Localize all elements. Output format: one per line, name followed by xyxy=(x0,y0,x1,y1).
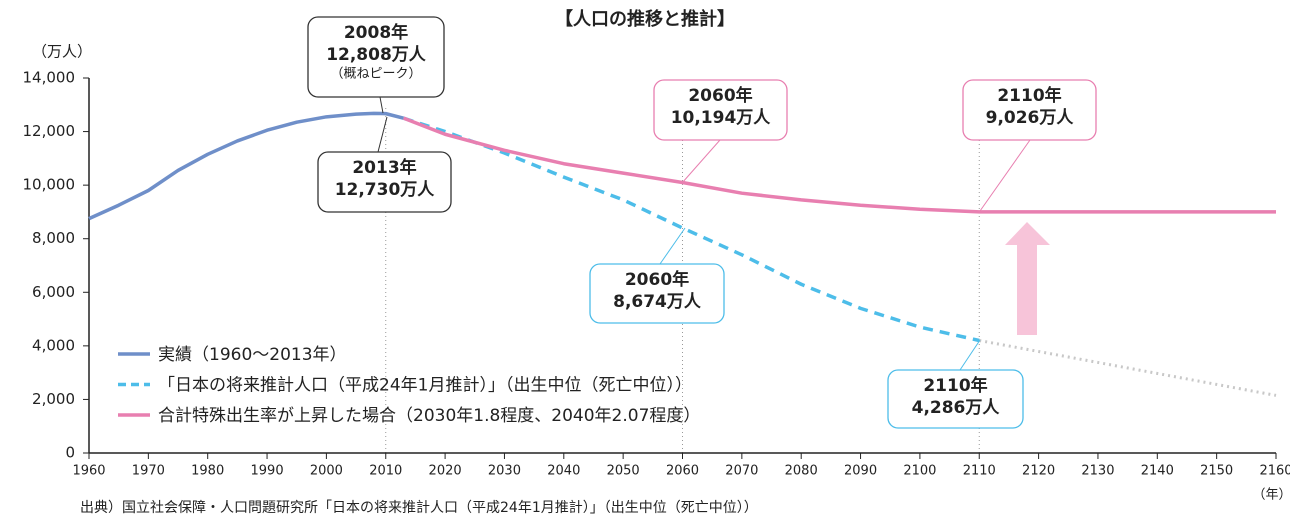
annotation-text: 4,286万人 xyxy=(912,398,1001,418)
x-tick-label: 2040 xyxy=(547,464,580,479)
annotation-box xyxy=(317,151,452,213)
x-tick-label: 2120 xyxy=(1022,464,1055,479)
annotation-leader xyxy=(959,339,981,371)
annotation-text: 2110年 xyxy=(997,85,1061,106)
y-tick-label: 6,000 xyxy=(32,283,75,301)
arrow xyxy=(1005,222,1050,335)
annotation-text: （概ねピーク） xyxy=(330,67,421,82)
annotation-box xyxy=(589,263,725,324)
x-tick-label: 2020 xyxy=(429,464,462,479)
legend-label: 「日本の将来推計人口（平成24年1月推計）」（出生中位（死亡中位）） xyxy=(158,376,692,396)
x-tick-label: 2080 xyxy=(785,464,818,479)
y-tick-label: 12,000 xyxy=(23,122,76,140)
annotation-box xyxy=(962,79,1097,141)
annotation-text: 2008年 xyxy=(344,22,408,43)
series-line xyxy=(978,339,1277,397)
y-axis-label: （万人） xyxy=(32,43,92,61)
x-tick-label: 2030 xyxy=(488,464,521,479)
x-tick-label: 1960 xyxy=(72,464,105,479)
x-tick-label: 2000 xyxy=(310,464,343,479)
x-tick-label: 2090 xyxy=(844,464,877,479)
x-tick-label: 2010 xyxy=(369,464,402,479)
x-tick-label: 2100 xyxy=(903,464,936,479)
annotation-text: 10,194万人 xyxy=(671,108,772,128)
annotation-leader xyxy=(681,139,721,184)
y-tick-label: 2,000 xyxy=(32,390,75,408)
x-tick-label: 2060 xyxy=(666,464,699,479)
x-tick-label: 2160 xyxy=(1259,464,1290,479)
annotation-text: 12,808万人 xyxy=(326,45,427,65)
y-tick-label: 8,000 xyxy=(32,229,75,247)
annotation-leader xyxy=(979,139,1031,212)
annotation-text: 2060年 xyxy=(688,85,752,106)
annotation-box xyxy=(653,79,788,141)
annotation-box xyxy=(887,369,1024,429)
legend-label: 合計特殊出生率が上昇した場合（2030年1.8程度、2040年2.07程度） xyxy=(158,406,700,426)
series-line xyxy=(88,111,404,221)
annotation-box xyxy=(307,16,445,98)
annotation-leader xyxy=(377,116,388,153)
x-tick-label: 2050 xyxy=(607,464,640,479)
annotation-text: 8,674万人 xyxy=(613,292,702,312)
y-tick-label: 14,000 xyxy=(23,69,76,87)
x-tick-label: 2070 xyxy=(725,464,758,479)
y-tick-label: 10,000 xyxy=(23,176,76,194)
annotation-text: 2013年 xyxy=(352,157,416,178)
x-tick-label: 1990 xyxy=(251,464,284,479)
x-tick-label: 2150 xyxy=(1200,464,1233,479)
x-tick-label: 2130 xyxy=(1081,464,1114,479)
y-tick-label: 4,000 xyxy=(32,336,75,354)
x-tick-label: 1970 xyxy=(132,464,165,479)
x-axis-label: （年） xyxy=(1252,488,1290,503)
annotation-text: 9,026万人 xyxy=(986,108,1075,128)
source-note: 出典）国立社会保障・人口問題研究所「日本の将来推計人口（平成24年1月推計）」（… xyxy=(80,500,758,516)
annotation-leader xyxy=(379,96,384,114)
annotation-text: 2110年 xyxy=(923,375,987,396)
annotation-text: 2060年 xyxy=(625,269,689,290)
y-tick-label: 0 xyxy=(65,444,75,462)
annotation-text: 12,730万人 xyxy=(335,180,436,200)
x-tick-label: 2140 xyxy=(1141,464,1174,479)
annotation-leader xyxy=(659,227,686,265)
x-tick-label: 1980 xyxy=(191,464,224,479)
series-line xyxy=(402,116,1276,214)
x-tick-label: 2110 xyxy=(963,464,996,479)
chart-title: 【人口の推移と推計】 xyxy=(555,8,735,30)
legend-label: 実績（1960～2013年） xyxy=(158,345,347,365)
